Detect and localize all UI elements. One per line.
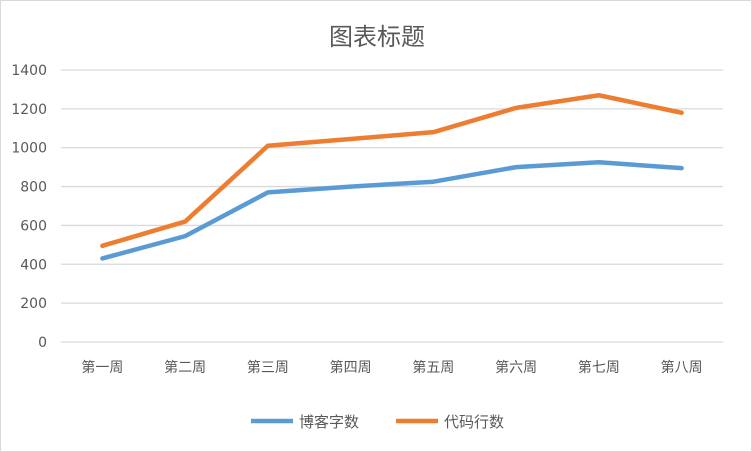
series-line-0 — [100, 160, 684, 261]
y-tick-label: 1000 — [11, 141, 47, 157]
x-tick-label: 第三周 — [247, 359, 289, 376]
y-tick-label: 1400 — [11, 63, 47, 79]
y-tick-label: 800 — [20, 180, 47, 196]
chart-title: 图表标题 — [329, 23, 425, 51]
x-tick-label: 第四周 — [330, 359, 372, 376]
legend-label: 代码行数 — [444, 413, 504, 431]
x-tick-label: 第一周 — [81, 359, 123, 376]
x-tick-label: 第七周 — [578, 359, 620, 376]
series-line-1 — [100, 93, 684, 249]
y-tick-label: 1200 — [11, 102, 47, 118]
x-tick-label: 第五周 — [412, 359, 454, 376]
x-tick-label: 第六周 — [495, 359, 537, 376]
x-tick-label: 第八周 — [661, 359, 703, 376]
x-tick-label: 第二周 — [164, 359, 206, 376]
y-tick-label: 200 — [20, 296, 47, 312]
y-tick-label: 600 — [20, 218, 47, 234]
y-tick-label: 400 — [20, 257, 47, 273]
y-tick-label: 0 — [38, 335, 47, 351]
legend-label: 博客字数 — [299, 413, 359, 431]
